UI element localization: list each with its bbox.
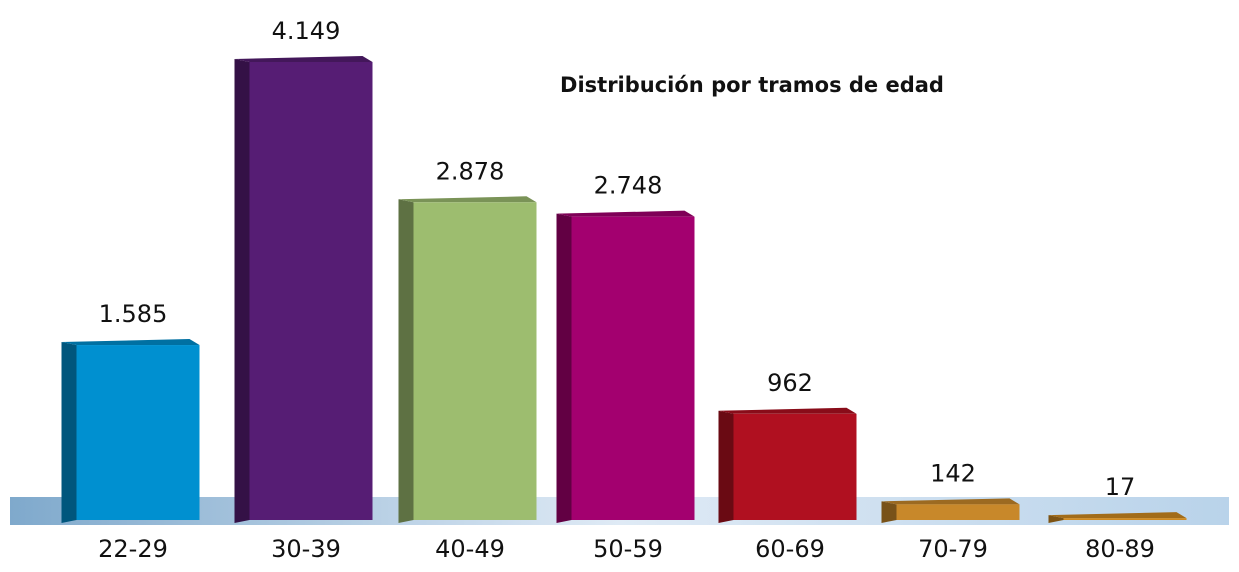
value-label: 142 (930, 459, 976, 487)
bar-top (234, 56, 373, 62)
x-tick-label: 70-79 (918, 535, 988, 563)
bar (1063, 518, 1187, 520)
chart-title: Distribución por tramos de edad (560, 73, 944, 97)
bar-side (1048, 515, 1064, 523)
bar-top (881, 498, 1020, 505)
bar-side (881, 501, 897, 523)
value-label: 17 (1105, 473, 1136, 501)
bar-top (718, 407, 857, 414)
value-label: 2.878 (436, 157, 505, 185)
bar (733, 413, 857, 520)
value-label: 2.748 (594, 172, 663, 200)
bar (571, 216, 695, 520)
bar-top (61, 339, 200, 346)
value-label: 1.585 (99, 300, 168, 328)
bar (413, 202, 537, 520)
bar-top (556, 210, 695, 217)
x-tick-label: 60-69 (755, 535, 825, 563)
bar (896, 504, 1020, 520)
bar-top (398, 196, 537, 203)
bar-side (718, 410, 734, 523)
bar (76, 345, 200, 520)
bar-side (556, 213, 572, 523)
bar-side (398, 199, 414, 523)
value-label: 962 (767, 369, 813, 397)
bar-side (234, 59, 250, 523)
bar-top (1048, 512, 1187, 519)
value-label: 4.149 (272, 17, 341, 45)
x-tick-label: 50-59 (593, 535, 663, 563)
bar-side (61, 342, 77, 523)
x-tick-label: 80-89 (1085, 535, 1155, 563)
x-tick-label: 40-49 (435, 535, 505, 563)
x-tick-label: 22-29 (98, 535, 168, 563)
x-tick-label: 30-39 (271, 535, 341, 563)
bar (249, 62, 373, 520)
